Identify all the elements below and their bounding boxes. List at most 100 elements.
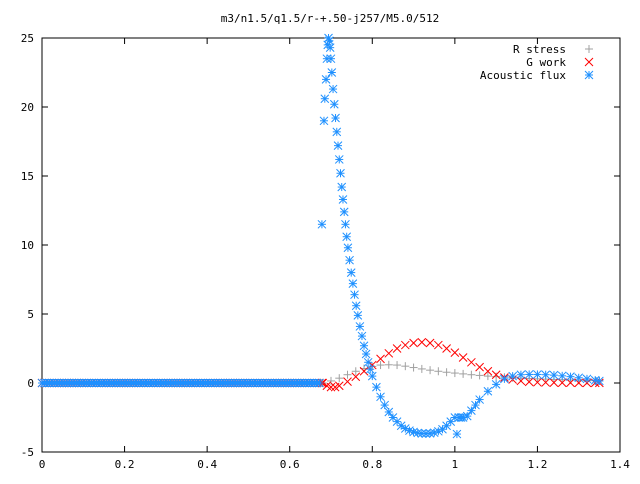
data-point xyxy=(429,428,439,438)
x-tick-label: 1 xyxy=(452,458,459,471)
data-point xyxy=(335,374,344,383)
data-point xyxy=(392,344,402,353)
data-point xyxy=(343,370,352,379)
data-point xyxy=(566,378,575,388)
data-point xyxy=(582,374,592,384)
legend-label: R stress xyxy=(513,43,566,56)
data-point xyxy=(458,353,468,362)
data-point xyxy=(450,413,460,422)
x-tick-label: 0.8 xyxy=(362,458,382,471)
series-acoustic-flux xyxy=(37,33,604,439)
data-point xyxy=(324,36,334,46)
data-point xyxy=(337,182,347,192)
data-point xyxy=(500,374,509,384)
data-point xyxy=(343,243,353,253)
data-point xyxy=(353,311,363,320)
data-point xyxy=(388,413,398,422)
data-point xyxy=(328,84,338,94)
data-point xyxy=(363,357,373,367)
data-point xyxy=(442,368,451,377)
data-point xyxy=(475,371,484,380)
data-point xyxy=(319,116,329,126)
data-point xyxy=(471,400,480,410)
data-point xyxy=(384,407,394,417)
data-point xyxy=(450,348,460,357)
data-point xyxy=(317,219,327,229)
data-point xyxy=(475,395,484,404)
data-point xyxy=(516,376,526,386)
data-point xyxy=(380,400,390,410)
data-point xyxy=(566,372,575,382)
data-point xyxy=(491,370,501,380)
data-point xyxy=(483,372,492,381)
data-point xyxy=(467,370,476,379)
data-point xyxy=(491,380,501,389)
plot-marks xyxy=(37,33,604,439)
data-point xyxy=(400,340,410,350)
data-point xyxy=(483,386,493,396)
y-tick-label: 0 xyxy=(27,377,34,390)
x-tick-label: 0.6 xyxy=(280,458,300,471)
data-point xyxy=(343,377,352,386)
data-point xyxy=(434,367,443,376)
data-point xyxy=(393,361,402,370)
data-point xyxy=(334,381,344,391)
data-point xyxy=(467,357,476,367)
y-tick-label: 20 xyxy=(21,101,34,114)
data-point xyxy=(320,94,330,104)
data-point xyxy=(342,232,352,242)
data-point xyxy=(483,366,493,376)
data-point xyxy=(409,338,418,348)
data-point xyxy=(541,370,551,380)
data-point xyxy=(338,195,348,204)
data-point xyxy=(413,428,423,438)
data-point xyxy=(376,354,385,364)
data-point xyxy=(417,364,426,373)
data-point xyxy=(442,344,451,353)
data-point xyxy=(524,377,534,387)
data-point xyxy=(351,367,360,376)
data-point xyxy=(524,370,534,379)
data-point xyxy=(351,301,361,311)
data-point xyxy=(333,141,343,150)
x-tick-label: 0 xyxy=(39,458,46,471)
data-point xyxy=(475,362,484,372)
data-point xyxy=(321,75,331,84)
data-point xyxy=(557,378,567,388)
y-tick-label: 5 xyxy=(27,308,34,321)
data-point xyxy=(426,366,435,375)
data-point xyxy=(516,370,526,380)
data-point xyxy=(365,364,375,374)
data-point xyxy=(541,378,551,387)
data-point xyxy=(329,99,339,109)
x-tick-label: 1.4 xyxy=(610,458,630,471)
data-point xyxy=(384,360,393,369)
chart-title: m3/n1.5/q1.5/r-+.50-j257/M5.0/512 xyxy=(221,12,440,25)
data-point xyxy=(339,207,349,217)
data-point xyxy=(376,361,385,370)
data-point xyxy=(351,372,361,382)
data-point xyxy=(346,268,356,277)
plot-axes: 0 0.2 0.4 0.6 0.8 1 1.2 1.4 -5 0 5 10 15 20 25 xyxy=(21,32,631,471)
data-point xyxy=(348,279,358,288)
data-point xyxy=(533,370,542,379)
data-point xyxy=(450,369,459,378)
legend-marker xyxy=(585,45,593,53)
data-point xyxy=(350,290,359,300)
data-point xyxy=(325,43,335,53)
plot-frame xyxy=(41,37,621,453)
data-point xyxy=(384,348,394,358)
data-point xyxy=(467,406,476,415)
data-point xyxy=(492,372,501,381)
data-point xyxy=(331,113,340,123)
data-point xyxy=(533,377,542,387)
data-point xyxy=(549,370,559,380)
data-point xyxy=(417,337,427,347)
data-point xyxy=(433,340,443,350)
legend-label: G work xyxy=(526,56,566,69)
data-point xyxy=(452,429,462,439)
x-tick-label: 1.2 xyxy=(527,458,547,471)
data-point xyxy=(508,371,518,381)
data-point xyxy=(341,219,350,229)
